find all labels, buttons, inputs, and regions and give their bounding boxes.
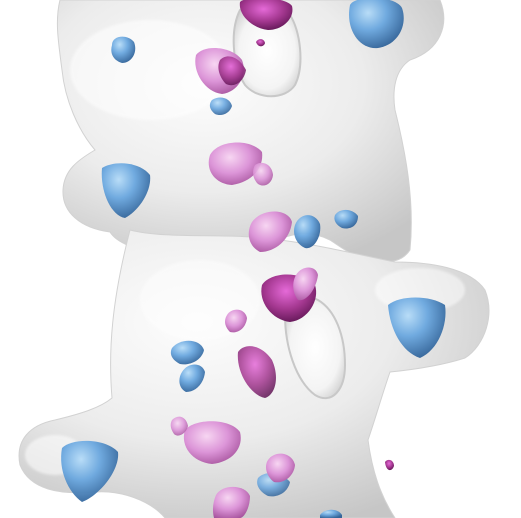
magenta-blob — [256, 39, 265, 47]
pink-blob — [225, 309, 247, 333]
magenta-blob — [237, 346, 276, 398]
pink-blob — [266, 453, 295, 483]
pink-blob — [170, 416, 188, 436]
pink-blob — [208, 142, 263, 185]
blue-blob — [101, 163, 151, 218]
pink-blob — [293, 267, 318, 301]
blue-blob — [179, 364, 205, 392]
blue-blob — [294, 215, 321, 249]
blue-blob — [111, 36, 136, 63]
pink-blob — [248, 211, 292, 252]
magenta-blob — [239, 0, 293, 30]
blue-blob — [320, 509, 342, 518]
surface-highlight-top — [70, 20, 230, 120]
blue-blob — [209, 97, 232, 116]
pink-blob — [183, 421, 241, 464]
blue-blob — [334, 209, 358, 229]
pink-blobs — [170, 0, 394, 518]
blue-blob — [61, 440, 119, 502]
magenta-blob — [218, 56, 246, 86]
blue-blobs — [61, 0, 446, 518]
blue-blob — [388, 297, 446, 358]
blue-blob — [349, 0, 404, 49]
blue-blob — [170, 340, 204, 365]
pink-blob — [253, 162, 273, 186]
pink-blob — [212, 486, 250, 518]
magenta-blob — [385, 459, 394, 471]
